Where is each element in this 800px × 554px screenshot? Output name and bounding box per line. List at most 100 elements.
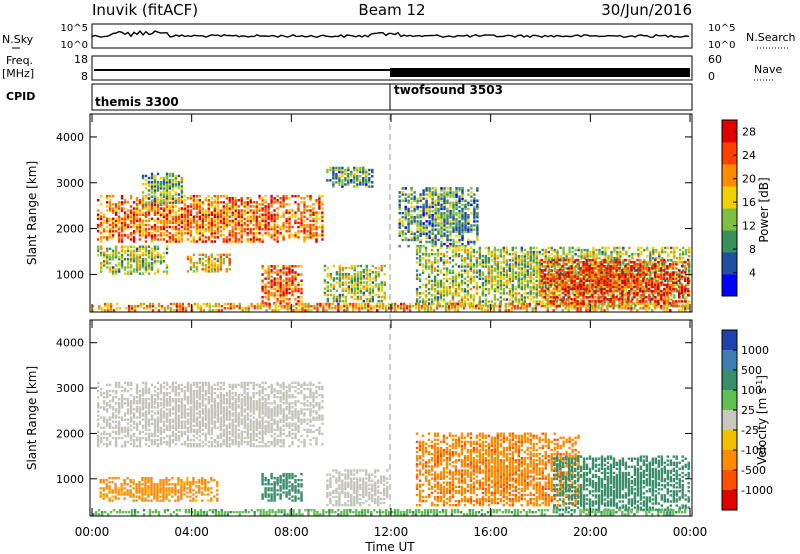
- data-cell: [433, 267, 437, 270]
- data-cell: [108, 232, 112, 235]
- data-cell: [589, 281, 592, 285]
- data-cell: [189, 225, 193, 229]
- data-cell: [628, 290, 631, 293]
- data-cell: [682, 296, 685, 299]
- data-cell: [600, 260, 603, 264]
- data-cell: [625, 300, 628, 303]
- data-cell: [246, 227, 249, 231]
- data-cell: [541, 248, 544, 252]
- data-cell: [609, 285, 612, 289]
- data-cell: [288, 215, 291, 218]
- data-cell: [350, 264, 353, 268]
- data-cell: [419, 213, 422, 217]
- data-cell: [675, 263, 678, 266]
- data-cell: [303, 236, 306, 239]
- data-cell: [675, 302, 678, 305]
- data-cell: [532, 296, 535, 299]
- data-cell: [558, 275, 561, 278]
- data-cell: [499, 252, 502, 256]
- data-cell: [129, 255, 133, 259]
- data-cell: [615, 269, 618, 272]
- data-cell: [433, 283, 437, 287]
- data-cell: [424, 285, 428, 289]
- data-cell: [538, 250, 541, 254]
- data-cell: [573, 275, 576, 278]
- data-cell: [505, 248, 508, 252]
- data-cell: [291, 265, 294, 268]
- data-cell: [231, 230, 234, 233]
- data-cell: [129, 266, 133, 269]
- data-cell: [141, 245, 145, 248]
- data-cell: [282, 285, 285, 289]
- data-cell: [487, 292, 491, 295]
- data-cell: [544, 287, 547, 291]
- data-cell: [481, 261, 485, 264]
- data-cell: [499, 273, 502, 276]
- data-cell: [452, 205, 455, 209]
- data-cell: [207, 203, 210, 206]
- data-cell: [571, 254, 574, 258]
- data-cell: [570, 277, 573, 280]
- data-cell: [655, 250, 658, 254]
- data-cell: [628, 261, 631, 264]
- data-cell: [225, 203, 228, 206]
- data-cell: [219, 209, 222, 212]
- data-cell: [442, 277, 446, 281]
- data-cell: [457, 254, 461, 258]
- data-cell: [377, 293, 380, 297]
- data-cell: [463, 261, 467, 264]
- data-cell: [282, 225, 285, 229]
- data-cell: [517, 259, 520, 262]
- data-cell: [252, 201, 255, 204]
- data-cell: [108, 266, 112, 269]
- data-cell: [502, 275, 505, 279]
- data-cell: [520, 267, 523, 270]
- data-cell: [535, 302, 538, 305]
- data-cell: [544, 283, 547, 287]
- data-cell: [195, 207, 199, 210]
- data-cell: [428, 213, 431, 217]
- data-cell: [291, 271, 294, 274]
- data-cell: [234, 234, 237, 237]
- data-cell: [415, 248, 419, 252]
- data-cell: [427, 292, 431, 295]
- data-cell: [598, 263, 601, 266]
- data-cell: [243, 203, 246, 206]
- data-cell: [341, 172, 344, 176]
- data-cell: [573, 283, 576, 287]
- data-cell: [159, 194, 163, 198]
- data-cell: [380, 281, 383, 284]
- data-cell: [404, 187, 407, 190]
- data-cell: [517, 254, 520, 258]
- data-cell: [502, 298, 505, 301]
- data-cell: [586, 257, 589, 260]
- data-cell: [434, 244, 437, 248]
- data-cell: [627, 300, 630, 303]
- data-cell: [222, 257, 225, 261]
- data-cell: [556, 265, 559, 268]
- data-cell: [511, 290, 514, 293]
- data-cell: [631, 279, 634, 283]
- data-cell: [517, 283, 520, 287]
- data-cell: [511, 259, 514, 262]
- data-cell: [642, 298, 645, 301]
- data-cell: [210, 253, 213, 257]
- data-cell: [165, 272, 169, 275]
- data-cell: [117, 211, 121, 214]
- data-cell: [574, 290, 577, 293]
- data-cell: [496, 298, 499, 301]
- data-cell: [573, 271, 576, 274]
- data-cell: [332, 297, 336, 301]
- data-cell: [276, 265, 279, 268]
- data-cell: [604, 254, 607, 258]
- data-cell: [664, 246, 667, 250]
- data-cell: [493, 283, 497, 287]
- data-cell: [189, 257, 193, 261]
- data-cell: [240, 201, 243, 204]
- data-cell: [138, 260, 142, 263]
- data-cell: [455, 244, 458, 248]
- data-cell: [297, 273, 300, 276]
- data-cell: [156, 238, 160, 241]
- data-cell: [535, 285, 538, 289]
- data-cell: [353, 172, 356, 176]
